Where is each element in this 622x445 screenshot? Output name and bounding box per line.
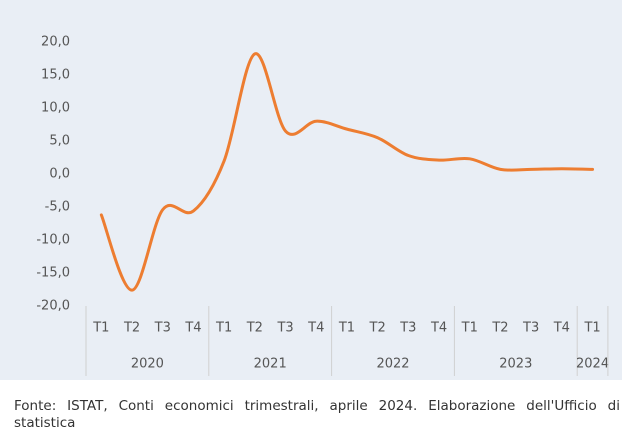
x-group-label: 2020 <box>131 357 164 372</box>
y-tick-label: -20,0 <box>36 299 70 314</box>
x-tick-label: T3 <box>276 321 293 336</box>
chart-background <box>0 0 622 380</box>
x-tick-label: T2 <box>246 321 263 336</box>
y-tick-label: 5,0 <box>49 134 70 149</box>
x-tick-label: T2 <box>123 321 140 336</box>
x-tick-label: T3 <box>154 321 171 336</box>
x-tick-label: T1 <box>338 321 355 336</box>
x-tick-label: T2 <box>369 321 386 336</box>
y-tick-label: 15,0 <box>41 68 70 83</box>
chart: -20,0 -15,0 -10,0 -5,0 0,0 5,0 10,0 15,0 20,0 T1 T… <box>0 0 622 380</box>
x-tick-label: T4 <box>553 321 570 336</box>
x-group-label: 2023 <box>499 357 532 372</box>
x-tick-label: T4 <box>184 321 201 336</box>
x-tick-label: T3 <box>399 321 416 336</box>
y-tick-label: -10,0 <box>36 233 70 248</box>
y-tick-label: 0,0 <box>49 167 70 182</box>
data-line <box>99 52 595 292</box>
y-tick-label: 20,0 <box>41 35 70 50</box>
x-group-label: 2024 <box>576 357 609 372</box>
x-tick-label: T1 <box>92 321 109 336</box>
x-tick-label: T3 <box>522 321 539 336</box>
x-tick-label: T1 <box>461 321 478 336</box>
y-tick-label: -15,0 <box>36 266 70 281</box>
x-group-label: 2021 <box>254 357 287 372</box>
y-tick-label: 10,0 <box>41 101 70 116</box>
x-tick-label: T1 <box>583 321 600 336</box>
x-tick-label: T1 <box>215 321 232 336</box>
y-tick-label: -5,0 <box>45 200 70 215</box>
x-tick-label: T4 <box>307 321 324 336</box>
x-tick-label: T4 <box>430 321 447 336</box>
x-group-label: 2022 <box>376 357 409 372</box>
source-note: Fonte: ISTAT, Conti economici trimestral… <box>14 398 620 431</box>
x-tick-label: T2 <box>491 321 508 336</box>
